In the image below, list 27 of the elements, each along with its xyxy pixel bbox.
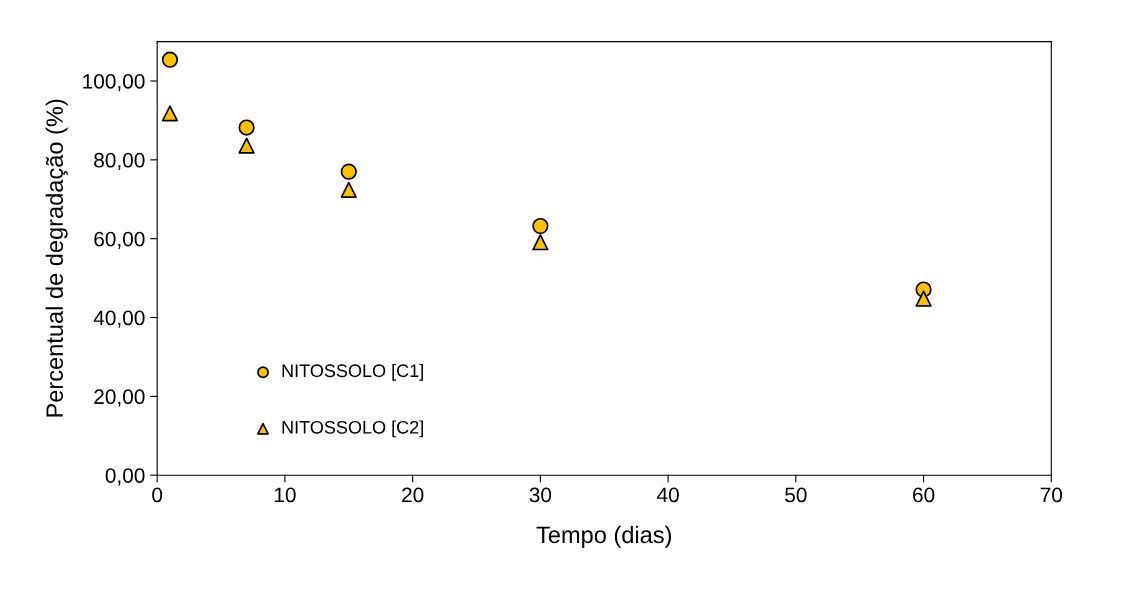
- y-tick-label: 0,00: [105, 468, 145, 486]
- y-tick-label: 20,00: [94, 389, 145, 407]
- x-tick-label: 50: [785, 487, 807, 503]
- x-tick-label: 40: [657, 487, 679, 503]
- point: [340, 163, 357, 180]
- x-tick-label: 10: [274, 487, 296, 503]
- point: [915, 290, 932, 307]
- y-tick-label: 60,00: [94, 231, 145, 249]
- x-tick-label: 30: [529, 487, 552, 503]
- legend-label: NITOSSOLO [C1]: [282, 363, 423, 381]
- y-tick-label: 100,00: [83, 74, 145, 92]
- y-tick-label: 80,00: [94, 152, 145, 171]
- point: [161, 51, 179, 68]
- x-tick-label: 60: [913, 487, 935, 503]
- y-axis-title: Percentual de degradação (%): [45, 99, 68, 417]
- point: [532, 217, 549, 235]
- point: [340, 181, 357, 198]
- point: [161, 105, 179, 122]
- y-tick-label: 40,00: [93, 310, 145, 328]
- legend-label: NITOSSOLO [C2]: [282, 420, 423, 438]
- x-tick-label: 70: [1040, 487, 1063, 503]
- point: [238, 137, 255, 154]
- point: [238, 119, 255, 136]
- x-tick-label: 20: [402, 487, 424, 503]
- x-tick-label: 0: [152, 487, 163, 503]
- x-axis-title: Tempo (dias): [536, 525, 672, 548]
- point: [532, 234, 549, 251]
